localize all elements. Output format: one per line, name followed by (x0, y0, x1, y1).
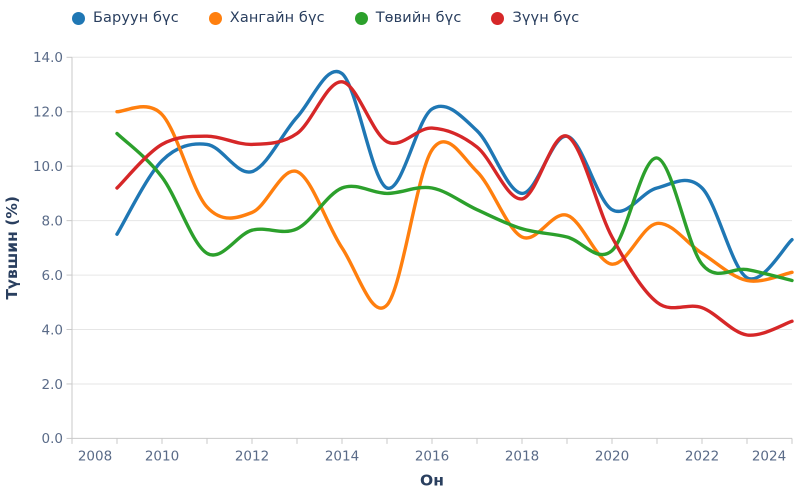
series-line-0 (115, 69, 794, 281)
y-tick-label: 10.0 (33, 159, 63, 175)
x-tick-label: 2022 (685, 448, 719, 464)
x-tick-label: 2010 (145, 448, 179, 464)
x-tick-label: 2008 (78, 448, 112, 464)
legend-label: Зүүн бүс (512, 10, 580, 26)
y-axis-title: Түвшин (%) (3, 196, 21, 300)
legend-label: Баруун бүс (93, 10, 179, 26)
series-line-1 (115, 105, 794, 310)
legend-marker-icon (354, 11, 368, 25)
y-tick-label: 0.0 (42, 431, 63, 447)
legend-marker-icon (72, 11, 85, 25)
legend-marker-icon (491, 11, 505, 25)
x-tick-label: 2012 (235, 448, 269, 464)
chart-legend: Баруун бүс Хангайн бүс Төвийн бүс Зүүн бүс (72, 10, 579, 26)
y-tick-label: 14.0 (33, 50, 63, 66)
legend-item-2[interactable]: Төвийн бүс (354, 10, 462, 26)
x-tick-label: 2014 (325, 448, 359, 464)
legend-item-3[interactable]: Зүүн бүс (491, 10, 579, 26)
series-line-3 (115, 80, 794, 337)
x-tick-label: 2016 (415, 448, 449, 464)
series-line-2 (115, 131, 794, 283)
legend-item-0[interactable]: Баруун бүс (72, 10, 179, 26)
x-tick-label: 2024 (752, 448, 786, 464)
y-tick-label: 8.0 (42, 213, 63, 229)
y-tick-label: 12.0 (33, 105, 63, 121)
legend-marker-icon (208, 11, 222, 25)
legend-label: Төвийн бүс (375, 10, 462, 26)
x-tick-label: 2020 (595, 448, 629, 464)
x-tick-label: 2018 (505, 448, 539, 464)
legend-label: Хангайн бүс (229, 10, 325, 26)
x-axis-title: Он (420, 471, 444, 489)
legend-item-1[interactable]: Хангайн бүс (208, 10, 325, 26)
y-tick-label: 6.0 (42, 268, 63, 284)
y-tick-label: 2.0 (42, 377, 63, 393)
y-tick-label: 4.0 (42, 322, 63, 338)
